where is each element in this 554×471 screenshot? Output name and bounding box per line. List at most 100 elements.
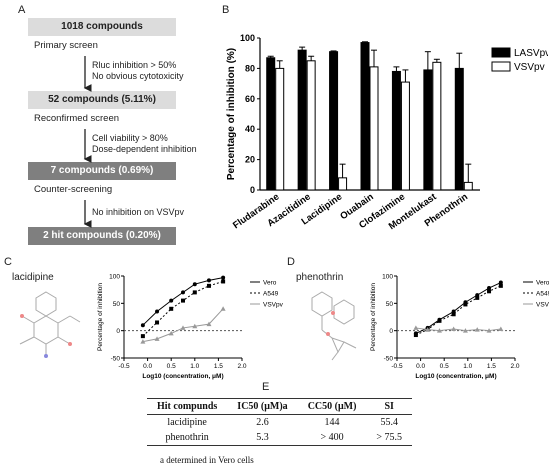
panel-label-b: B (222, 4, 230, 16)
y-tick-label: -50 (111, 356, 121, 363)
data-point (169, 306, 174, 311)
data-point (192, 323, 198, 329)
y-tick-label: 100 (240, 33, 255, 43)
legend-entry: VSVpv (263, 302, 284, 309)
flow-step-2: Reconfirmed screen (34, 113, 120, 124)
dose-response-chart-phenothrin: -50 0 50 100 -0.5 0.0 0.5 1.0 1.5 2.0 Log10 (conce… (370, 274, 549, 381)
ic50-table: Hit compunds IC50 (μM)a CC50 (μM) SI lac… (147, 398, 413, 446)
flow-box-3: 7 compounds (0.69%) (28, 162, 176, 180)
x-tick-label: 0.0 (143, 363, 152, 370)
y-tick-label: 80 (245, 63, 255, 73)
series-line (415, 282, 502, 334)
bar (463, 181, 473, 191)
data-point (168, 330, 174, 336)
table-row: phenothrin 5.3 > 400 > 75.5 (147, 430, 413, 446)
panel-label-d: D (287, 256, 295, 268)
table-row: lacidipine 2.6 144 55.4 (147, 415, 412, 431)
data-point (206, 278, 211, 283)
data-point (180, 325, 186, 330)
bar (391, 70, 401, 191)
flow-step-1: Primary screen (34, 40, 98, 51)
table-footnote: a determined in Vero cells (160, 455, 254, 465)
bar (329, 51, 339, 191)
compound-label-phenothrin: phenothrin (296, 272, 344, 283)
bar (297, 49, 307, 191)
data-point (140, 339, 146, 344)
bar (306, 60, 316, 191)
data-point (451, 326, 457, 332)
x-tick-label: 0.0 (416, 363, 425, 370)
legend-swatch (491, 61, 511, 72)
y-tick-label: 20 (245, 155, 255, 165)
x-tick-label: -0.5 (391, 363, 403, 370)
data-point (437, 318, 442, 323)
x-tick-label: 1.0 (463, 363, 472, 370)
data-point (206, 321, 212, 327)
y-axis-label: Percentage of inhibition (370, 283, 377, 351)
flow-box-2: 52 compounds (5.11%) (28, 91, 176, 109)
panel-label-a: A (18, 4, 26, 16)
criteria-line: Cell viability > 80% (92, 133, 168, 143)
flow-criteria-2: Cell viability > 80% Dose-dependent inhi… (92, 133, 197, 155)
y-tick-label: 50 (386, 301, 394, 308)
x-tick-label: 2.0 (237, 363, 246, 370)
table-cell: lacidipine (167, 417, 207, 428)
data-point (425, 327, 431, 332)
data-point (206, 283, 211, 288)
legend-entry: VSVpv (536, 302, 549, 309)
table-cell: > 400 (320, 432, 344, 443)
table-header-row: Hit compunds IC50 (μM)a CC50 (μM) SI (147, 398, 413, 415)
data-point (498, 326, 504, 332)
y-tick-label: 50 (113, 301, 121, 308)
table-cell: 144 (324, 417, 340, 428)
data-point (155, 309, 160, 314)
data-point (220, 306, 226, 311)
bar (275, 67, 285, 191)
x-tick-label: 1.0 (190, 363, 199, 370)
legend-entry: LASVpv (514, 48, 548, 59)
legend-entry: A549 (263, 291, 279, 298)
legend-entry: VSVpv (514, 62, 545, 73)
data-point (192, 282, 197, 287)
legend-entry: Vero (536, 280, 549, 287)
x-tick-label: 1.5 (487, 363, 496, 370)
flow-criteria-3: No inhibition on VSVpv (92, 207, 184, 218)
lacidipine-structure-icon (19, 291, 81, 358)
data-point (475, 295, 480, 300)
criteria-line: No inhibition on VSVpv (92, 207, 185, 217)
table-cell: phenothrin (165, 432, 209, 443)
data-point (169, 298, 174, 303)
table-cell: 5.3 (256, 432, 269, 443)
data-point (498, 283, 503, 288)
flow-box-4: 2 hit compounds (0.20%) (28, 227, 176, 245)
y-axis-label: Percentage of inhibition (97, 283, 104, 351)
data-point (436, 328, 442, 333)
data-point (487, 289, 492, 294)
panel-label-e: E (262, 381, 270, 393)
data-point (140, 334, 145, 339)
phenothrin-structure-icon (311, 291, 357, 361)
y-tick-label: 100 (382, 274, 393, 281)
x-tick-label: -0.5 (118, 363, 130, 370)
compound-label-lacidipine: lacidipine (12, 272, 54, 283)
data-point (451, 312, 456, 317)
series-line (415, 327, 501, 332)
panel-label-c: C (4, 256, 12, 268)
y-tick-label: -50 (384, 356, 394, 363)
col-ic50: IC50 (μM)a (237, 401, 288, 412)
data-point (154, 336, 160, 341)
data-point (221, 275, 226, 280)
table-cell: > 75.5 (376, 432, 403, 443)
criteria-line: No obvious cytotoxicity (92, 71, 184, 81)
bar (338, 177, 348, 191)
x-tick-label: 1.5 (214, 363, 223, 370)
data-point (486, 328, 492, 333)
data-point (487, 286, 492, 291)
data-point (462, 328, 468, 333)
data-point (498, 280, 503, 285)
x-tick-label: 2.0 (510, 363, 519, 370)
flow-box-1: 1018 compounds (28, 18, 176, 36)
flow-step-3: Counter-screening (34, 184, 113, 195)
data-point (463, 302, 468, 307)
